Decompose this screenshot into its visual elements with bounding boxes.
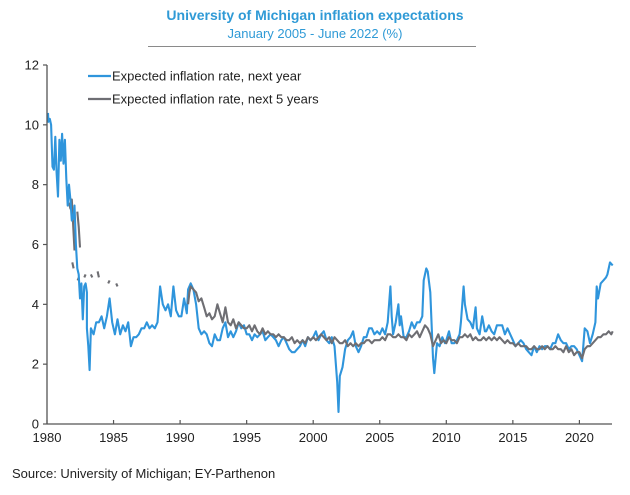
series-next-5-years-segment [83, 273, 87, 278]
series-next-5-years-segment [71, 262, 75, 269]
x-tick-label: 2020 [565, 430, 594, 445]
x-tick-label: 2000 [299, 430, 328, 445]
legend: Expected inflation rate, next year Expec… [88, 69, 319, 107]
series-layer [46, 112, 614, 414]
chart-subtitle: January 2005 - June 2022 (%) [227, 26, 403, 41]
x-tick-label: 1995 [232, 430, 261, 445]
y-tick-label: 2 [32, 357, 39, 372]
x-tick-label: 1985 [99, 430, 128, 445]
chart-title: University of Michigan inflation expecta… [166, 7, 464, 23]
y-tick-label: 8 [32, 177, 39, 192]
y-tick-label: 12 [25, 58, 39, 73]
x-tick-label: 1990 [166, 430, 195, 445]
series-next-5-years-line [187, 285, 614, 360]
series-next-5-years-segment [89, 273, 94, 278]
legend-label-next-year: Expected inflation rate, next year [112, 69, 302, 84]
x-ticks: 1980 1985 1990 1995 2000 2005 2010 2015 2020 [33, 420, 594, 445]
series-next-5-years-segment [96, 271, 100, 278]
y-tick-label: 4 [32, 297, 39, 312]
series-next-5-years-segment [115, 282, 119, 287]
legend-label-next-5-years: Expected inflation rate, next 5 years [112, 92, 319, 107]
y-tick-label: 0 [32, 417, 39, 432]
series-next-year-line [46, 112, 614, 414]
y-ticks: 0 2 4 6 8 10 12 [25, 58, 47, 432]
x-tick-label: 2005 [365, 430, 394, 445]
y-tick-label: 10 [25, 117, 39, 132]
title-divider [148, 46, 476, 47]
series-next-5-years-segment [107, 279, 111, 284]
source-note: Source: University of Michigan; EY-Parth… [12, 466, 276, 481]
y-tick-label: 6 [32, 237, 39, 252]
x-tick-label: 1980 [33, 430, 62, 445]
axes-layer [46, 65, 612, 425]
series-next-5-years-segment [76, 211, 82, 248]
x-tick-label: 2015 [498, 430, 527, 445]
x-tick-label: 2010 [432, 430, 461, 445]
